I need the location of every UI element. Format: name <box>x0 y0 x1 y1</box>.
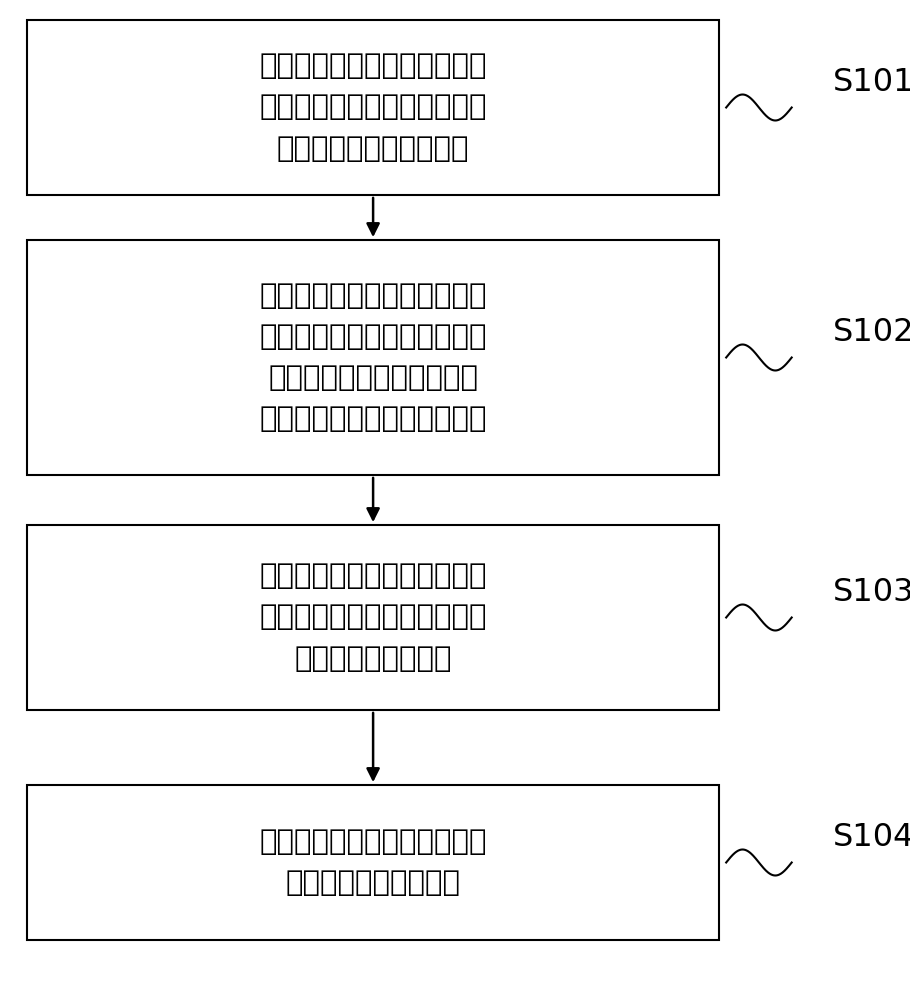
Text: 采用车载三维探地雷达、管道
检测、钻孔验证、三维激光扫
描仪对隐患发育程度进行详
查，确定地面塌陷隐患监测区: 采用车载三维探地雷达、管道 检测、钻孔验证、三维激光扫 描仪对隐患发育程度进行详… <box>259 282 487 433</box>
FancyBboxPatch shape <box>27 240 719 475</box>
Text: 对地面塌陷监测区的影响区进
行水准变形、水位、土体分层
沉降、地表沉降监测: 对地面塌陷监测区的影响区进 行水准变形、水位、土体分层 沉降、地表沉降监测 <box>259 562 487 673</box>
Text: 在隐患巡查后，采用车载三维
探地雷达对疑似隐患路段进行
全面普查，确定隐患分布: 在隐患巡查后，采用车载三维 探地雷达对疑似隐患路段进行 全面普查，确定隐患分布 <box>259 52 487 163</box>
FancyBboxPatch shape <box>27 785 719 940</box>
Text: S104: S104 <box>833 822 910 853</box>
FancyBboxPatch shape <box>27 20 719 195</box>
Text: S102: S102 <box>833 317 910 348</box>
Text: 采用全站仪实时监测地面塌陷
隐患监测区的形变趋势: 采用全站仪实时监测地面塌陷 隐患监测区的形变趋势 <box>259 828 487 897</box>
FancyBboxPatch shape <box>27 525 719 710</box>
Text: S101: S101 <box>833 67 910 98</box>
Text: S103: S103 <box>833 577 910 608</box>
